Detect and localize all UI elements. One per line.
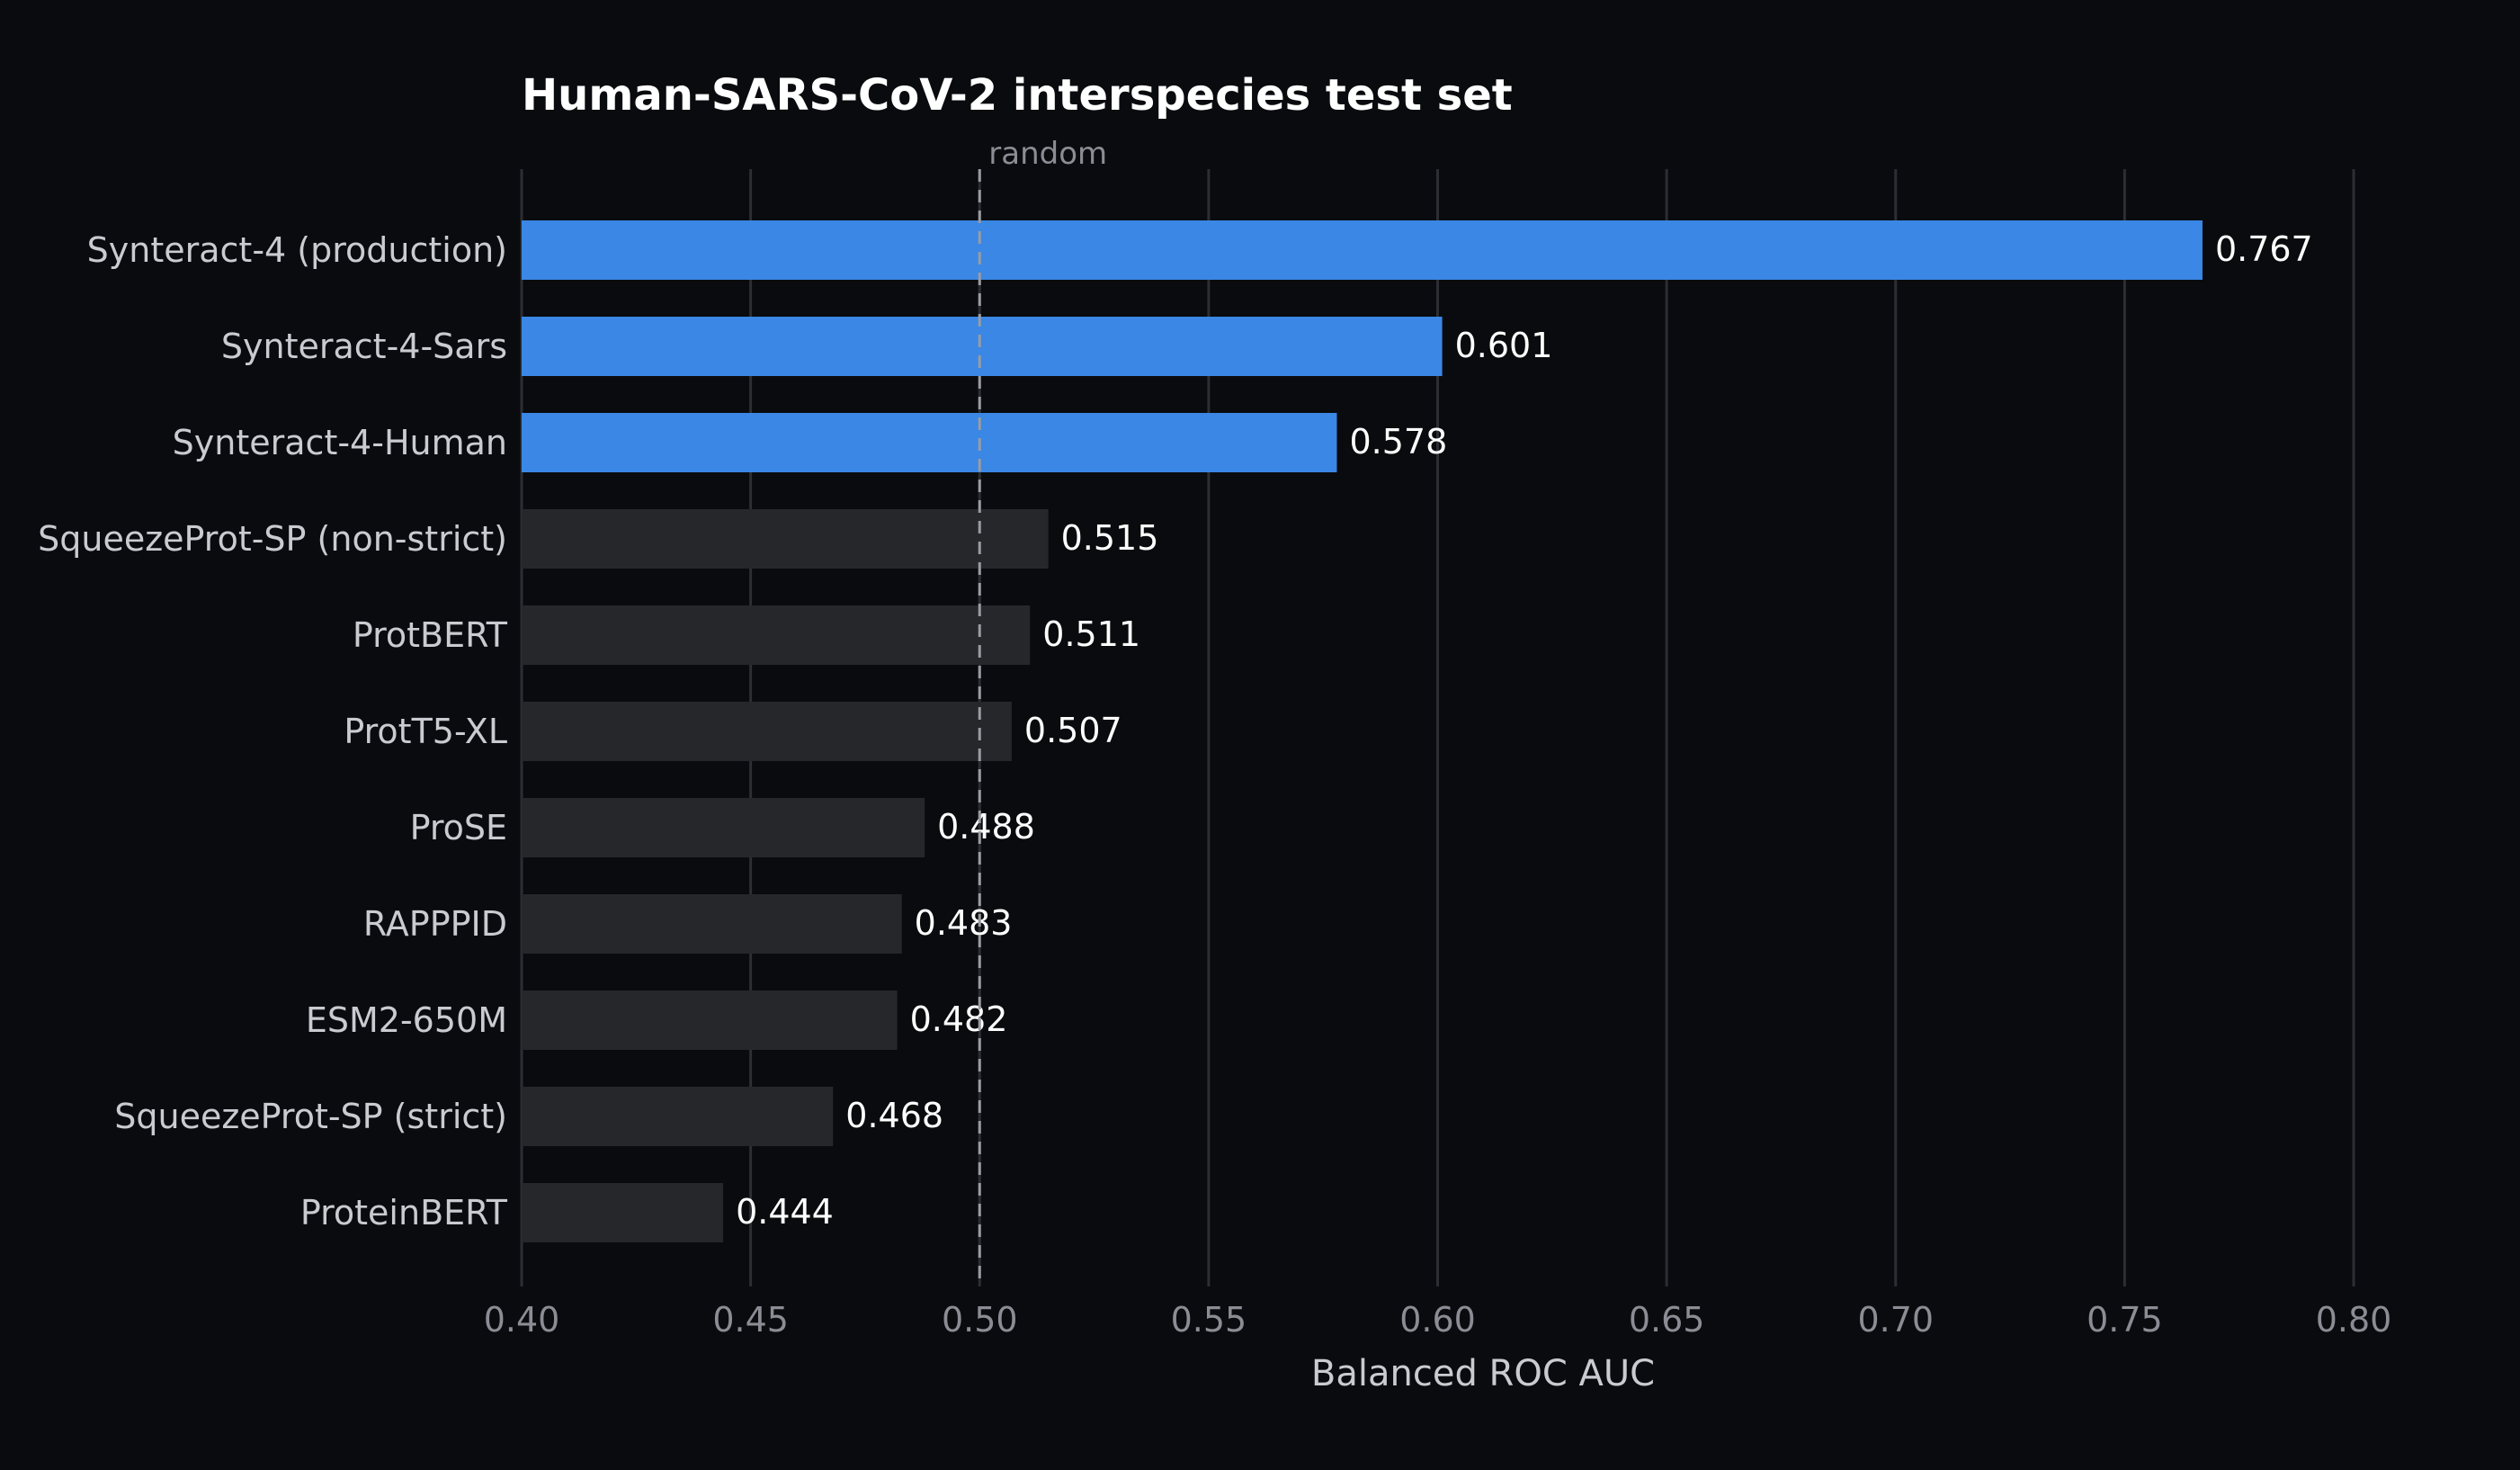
x-tick-label: 0.60 (1399, 1300, 1476, 1340)
bar (522, 413, 1337, 472)
value-label: 0.578 (1349, 422, 1447, 462)
x-tick-labels: 0.40 0.45 0.50 0.55 0.60 0.65 0.70 0.75 0.80 (484, 1300, 2392, 1340)
value-label: 0.483 (915, 903, 1013, 943)
bar (522, 1087, 834, 1146)
bar (522, 1183, 724, 1242)
value-label: 0.482 (910, 999, 1008, 1039)
value-label: 0.601 (1455, 326, 1553, 365)
x-tick-label: 0.40 (484, 1300, 560, 1340)
bar (522, 509, 1049, 569)
category-label: ProtBERT (353, 615, 508, 655)
x-tick-label: 0.55 (1171, 1300, 1247, 1340)
x-axis-title: Balanced ROC AUC (1311, 1353, 1655, 1394)
category-label: SqueezeProt-SP (non-strict) (38, 519, 507, 559)
category-label: ProtT5-XL (344, 712, 507, 751)
bar (522, 605, 1031, 665)
random-reference-label: random (988, 136, 1107, 172)
bar (522, 220, 2203, 280)
chart-title: Human-SARS-CoV-2 interspecies test set (522, 70, 1513, 121)
x-tick-label: 0.50 (942, 1300, 1018, 1340)
x-tick-label: 0.75 (2087, 1300, 2163, 1340)
x-tick-label: 0.80 (2316, 1300, 2392, 1340)
value-label: 0.444 (736, 1192, 834, 1232)
value-label: 0.511 (1042, 614, 1140, 654)
bars: Synteract-4 (production) 0.767 Synteract-4… (38, 220, 2313, 1242)
bar (522, 798, 925, 857)
bar (522, 702, 1012, 761)
category-label: Synteract-4 (production) (87, 230, 507, 270)
value-label: 0.468 (845, 1096, 943, 1135)
x-tick-label: 0.70 (1857, 1300, 1934, 1340)
category-label: RAPPPID (363, 904, 507, 944)
category-label: ESM2-650M (306, 1000, 507, 1040)
value-label: 0.767 (2215, 229, 2313, 269)
bar (522, 894, 902, 954)
reference-line-group: random (978, 136, 1107, 1286)
category-label: ProteinBERT (300, 1193, 508, 1232)
bar (522, 990, 898, 1050)
category-label: SqueezeProt-SP (strict) (114, 1097, 507, 1136)
x-tick-label: 0.65 (1629, 1300, 1705, 1340)
category-label: Synteract-4-Human (173, 423, 507, 462)
value-label: 0.507 (1024, 711, 1122, 750)
value-label: 0.488 (937, 807, 1035, 847)
bar (522, 317, 1443, 376)
category-label: Synteract-4-Sars (221, 327, 507, 366)
category-label: ProSE (410, 808, 507, 847)
x-tick-label: 0.45 (712, 1300, 789, 1340)
value-label: 0.515 (1061, 518, 1159, 558)
